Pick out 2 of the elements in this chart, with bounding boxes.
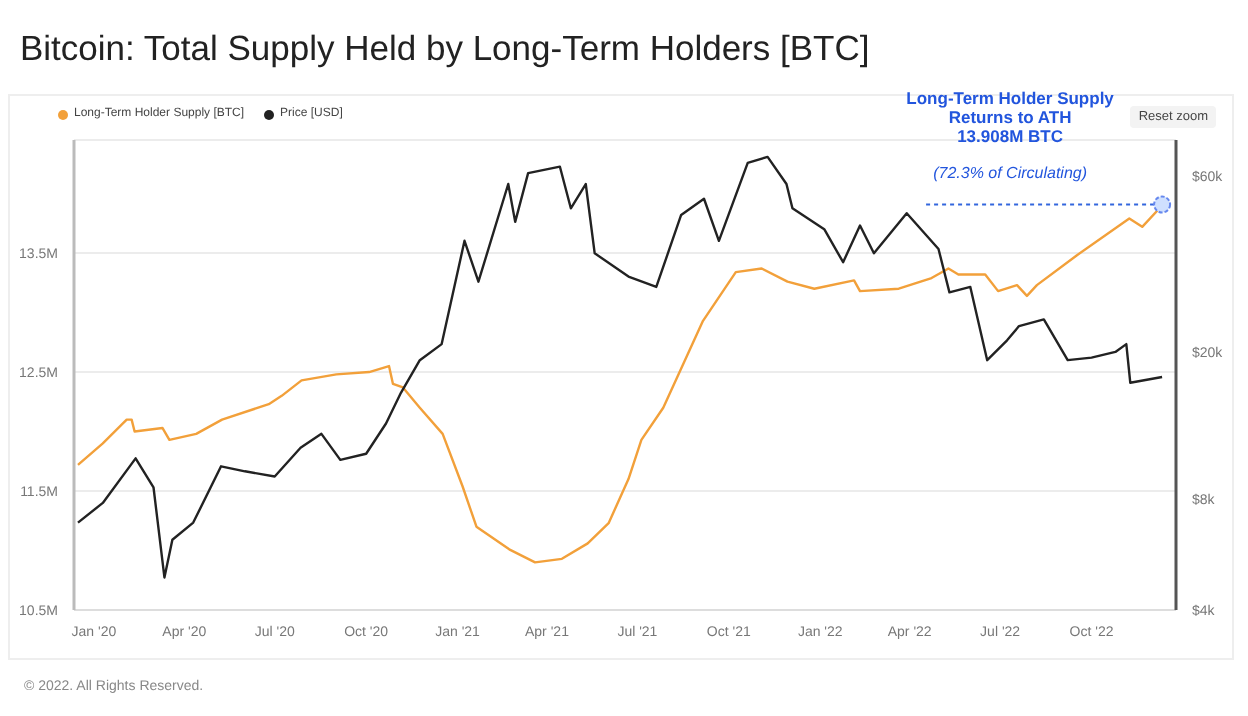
annotation: Long-Term Holder Supply Returns to ATH 13.908M BTC (72.3% of Circulating): [906, 88, 1115, 183]
chart-title: Bitcoin: Total Supply Held by Long-Term Holders [BTC]: [20, 28, 870, 70]
